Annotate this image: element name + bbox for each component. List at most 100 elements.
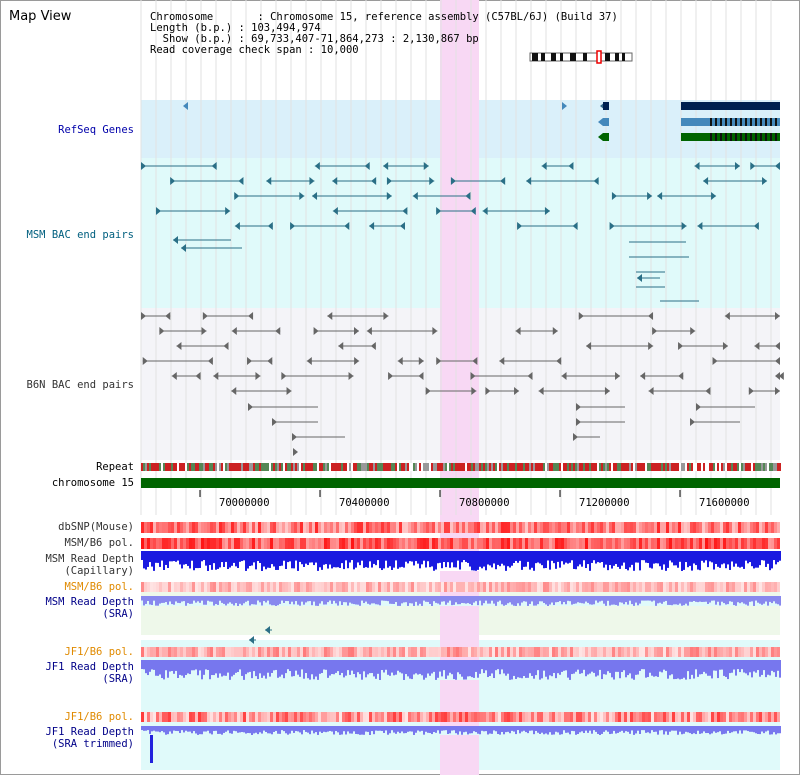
arrow-head [314, 162, 320, 170]
repeat-mark [315, 463, 317, 471]
snp-density-mark [177, 522, 180, 533]
track-label-msm-b6-pol[interactable]: MSM/B6 pol. [64, 537, 134, 549]
snp-density-mark [750, 712, 753, 722]
jf1-trim-depth-bar [235, 726, 237, 732]
jf1-trim-depth-bar [141, 726, 143, 731]
msm-sra-depth-bar [183, 596, 185, 602]
repeat-mark [581, 463, 583, 471]
jf1-sra-depth-bar [303, 660, 305, 679]
arrow-head [775, 357, 780, 365]
snp-density-mark [534, 522, 537, 533]
snp-density-mark [159, 538, 162, 549]
msm-sra-depth-bar [739, 596, 741, 604]
snp-density-mark [174, 538, 177, 549]
msm-capillary-depth-bar [751, 551, 753, 567]
snp-density-mark [642, 647, 645, 657]
snp-density-mark [318, 522, 321, 533]
snp-density-mark [486, 712, 489, 722]
jf1-sra-depth-bar [351, 660, 353, 671]
snp-density-mark [513, 582, 516, 592]
jf1-sra-depth-bar [311, 660, 313, 675]
track-label-repeat[interactable]: Repeat [96, 461, 134, 473]
msm-capillary-depth-bar [411, 551, 413, 562]
msm-capillary-depth-bar [741, 551, 743, 567]
msm-capillary-depth-bar [299, 551, 301, 562]
msm-capillary-depth-bar [493, 551, 495, 564]
msm-sra-depth-bar [185, 596, 187, 606]
msm-capillary-depth-bar [731, 551, 733, 562]
jf1-trim-depth-bar [369, 726, 371, 735]
repeat-mark [233, 463, 235, 471]
msm-sra-depth-bar [333, 596, 335, 601]
jf1-trim-depth-bar [163, 726, 165, 733]
snp-density-mark [774, 647, 777, 657]
track-label-dbsnp[interactable]: dbSNP(Mouse) [58, 521, 134, 533]
msm-capillary-depth-bar [231, 551, 233, 566]
snp-density-mark [489, 712, 492, 722]
track-label-msm-bac[interactable]: MSM BAC end pairs [26, 229, 134, 241]
repeat-mark [613, 463, 615, 471]
repeat-mark [221, 463, 223, 471]
snp-density-mark [216, 712, 219, 722]
msm-sra-depth-bar [159, 596, 161, 604]
msm-sra-depth-bar [777, 596, 779, 605]
msm-capillary-depth-bar [267, 551, 269, 568]
msm-capillary-depth-bar [343, 551, 345, 570]
jf1-trim-depth-bar [209, 726, 211, 734]
msm-sra-depth-bar [291, 596, 293, 602]
repeat-mark [743, 463, 745, 471]
snp-density-mark [579, 712, 582, 722]
msm-sra-depth-bar [697, 596, 699, 603]
track-label-msm-read-depth-sra[interactable]: MSM Read Depth [45, 596, 134, 608]
snp-density-mark [453, 647, 456, 657]
snp-density-mark [402, 712, 405, 722]
snp-density-mark [273, 647, 276, 657]
snp-density-mark [429, 538, 432, 549]
snp-density-mark [441, 582, 444, 592]
snp-density-mark [279, 538, 282, 549]
snp-density-mark [690, 538, 693, 549]
jf1-sra-depth-bar [145, 660, 147, 674]
snp-density-mark [228, 647, 231, 657]
track-label-msm-b6-pol-2[interactable]: MSM/B6 pol. [64, 581, 134, 593]
snp-density-mark [435, 538, 438, 549]
repeat-mark [487, 463, 489, 471]
jf1-trim-depth-bar [631, 726, 633, 731]
exon [745, 133, 747, 141]
track-label-b6n-bac[interactable]: B6N BAC end pairs [26, 379, 134, 391]
snp-density-mark [489, 522, 492, 533]
jf1-trim-depth-bar [457, 726, 459, 735]
msm-sra-depth-bar [151, 596, 153, 605]
msm-sra-depth-bar [691, 596, 693, 602]
snp-density-mark [663, 712, 666, 722]
jf1-sra-depth-bar [769, 660, 771, 676]
jf1-sra-depth-bar [731, 660, 733, 673]
track-label-refseq-genes[interactable]: RefSeq Genes [58, 124, 134, 136]
track-label-jf1-read-depth-trim[interactable]: JF1 Read Depth [45, 726, 134, 738]
snp-density-mark [543, 538, 546, 549]
snp-density-mark [369, 712, 372, 722]
snp-density-mark [333, 538, 336, 549]
repeat-mark [263, 463, 265, 471]
msm-capillary-depth-bar [397, 551, 399, 569]
msm-sra-depth-bar [543, 596, 545, 603]
track-label-jf1-b6-pol[interactable]: JF1/B6 pol. [64, 646, 134, 658]
jf1-trim-depth-bar [383, 726, 385, 733]
snp-density-mark [537, 538, 540, 549]
snp-density-mark [504, 712, 507, 722]
arrow-head [556, 357, 562, 365]
snp-density-mark [555, 647, 558, 657]
track-label-jf1-read-depth[interactable]: JF1 Read Depth [45, 661, 134, 673]
track-label-msm-read-depth-cap[interactable]: MSM Read Depth [45, 553, 134, 565]
repeat-mark [687, 463, 689, 471]
repeat-mark [239, 463, 241, 471]
snp-density-mark [483, 712, 486, 722]
snp-density-mark [348, 712, 351, 722]
snp-density-mark [198, 522, 201, 533]
msm-capillary-depth-bar [383, 551, 385, 569]
jf1-sra-depth-bar [563, 660, 565, 671]
track-label-jf1-b6-pol-2[interactable]: JF1/B6 pol. [64, 711, 134, 723]
msm-capillary-depth-bar [707, 551, 709, 568]
snp-density-mark [255, 647, 258, 657]
jf1-trim-depth-bar [299, 726, 301, 733]
